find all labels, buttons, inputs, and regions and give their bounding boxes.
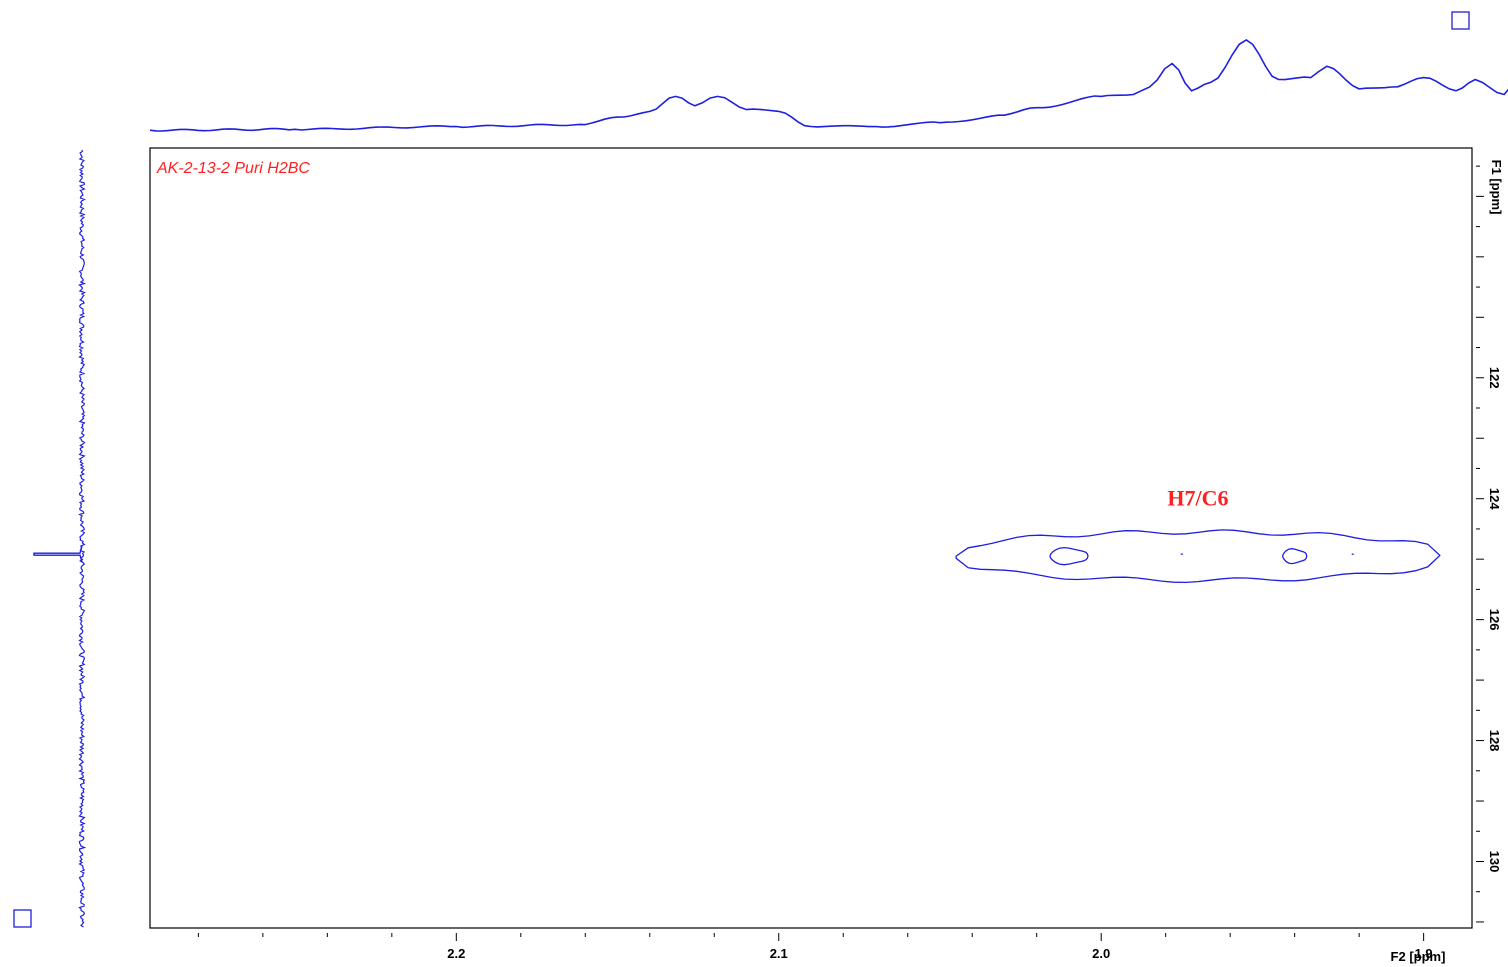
f2-projection: [149, 39, 1508, 132]
f1-projection-trace: [78, 149, 87, 928]
f1-projection-peak: [33, 545, 83, 563]
f1-projection: [33, 149, 87, 928]
contour-inner-right: [1282, 548, 1308, 565]
f1-axis: 122 124 126 128 130: [1476, 165, 1502, 923]
f1-axis-label: F1 [ppm]: [1489, 160, 1504, 215]
f1-tick-label: 124: [1487, 488, 1502, 510]
contour-outer: [955, 529, 1441, 584]
f1-tick-label: 126: [1487, 609, 1502, 631]
f1-tick-label: 122: [1487, 367, 1502, 389]
f1-tick-label: 130: [1487, 851, 1502, 873]
f2-axis-label: F2 [ppm]: [1391, 949, 1446, 964]
f2-tick-label: 2.2: [447, 946, 465, 961]
f2-axis: 2.22.12.01.91.8: [197, 933, 1433, 961]
corner-box-bottom-left[interactable]: [13, 909, 32, 928]
spectrum-title: AK-2-13-2 Puri H2BC: [156, 160, 310, 177]
f2-projection-trace: [149, 39, 1508, 132]
f2-tick-label: 1.9: [1415, 946, 1433, 961]
peak-annotation: H7/C6: [1167, 486, 1228, 511]
plot-area: [149, 147, 1473, 929]
f1-tick-label: 128: [1487, 730, 1502, 752]
contour-inner-left: [1049, 546, 1089, 566]
corner-box-top-right[interactable]: [1451, 11, 1470, 30]
f2-tick-label: 2.1: [770, 946, 788, 961]
cross-peak-contours: [955, 529, 1441, 584]
f2-tick-label: 2.0: [1092, 946, 1110, 961]
